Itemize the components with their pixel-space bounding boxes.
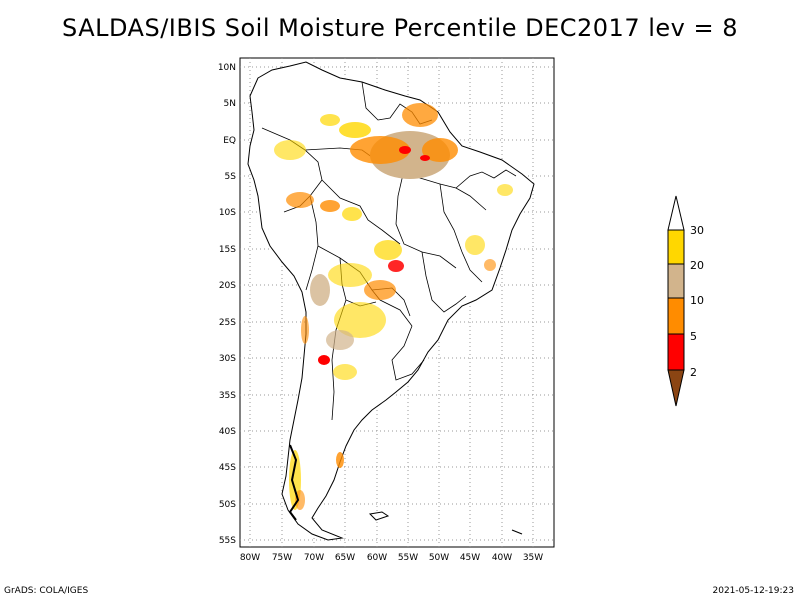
lat-label-5n: 5N [224, 99, 236, 109]
lat-label-30s: 30S [219, 354, 236, 364]
legend-label-10: 10 [690, 294, 704, 307]
lat-label-55s: 55S [219, 536, 236, 546]
lon-label-50w: 50W [429, 553, 449, 563]
footer-credit: GrADS: COLA/IGES [4, 586, 89, 596]
legend-top-arrow [667, 195, 685, 231]
lon-label-65w: 65W [335, 553, 355, 563]
lat-label-10n: 10N [218, 63, 236, 73]
legend-band-20 [667, 263, 685, 299]
legend-label-20: 20 [690, 259, 704, 272]
legend-label-2: 2 [690, 366, 697, 379]
lon-labels: 80W 75W 70W 65W 60W 55W 50W 45W 40W 35W [240, 553, 543, 563]
lat-label-eq: EQ [223, 136, 236, 146]
lon-label-45w: 45W [460, 553, 480, 563]
southern-coast-islands [288, 444, 300, 521]
legend-label-5: 5 [690, 330, 697, 343]
lat-label-25s: 25S [219, 318, 236, 328]
lat-label-10s: 10S [219, 208, 236, 218]
colorbar-legend: 30 20 10 5 2 [667, 195, 704, 407]
lat-label-15s: 15S [219, 245, 236, 255]
lon-label-70w: 70W [304, 553, 324, 563]
south-america-outline [247, 61, 535, 541]
lat-label-40s: 40S [219, 427, 236, 437]
soil-moisture-field [274, 103, 513, 510]
lat-label-45s: 45S [219, 463, 236, 473]
legend-label-30: 30 [690, 224, 704, 237]
lat-label-50s: 50S [219, 500, 236, 510]
falkland-islands [368, 511, 390, 521]
lon-label-75w: 75W [272, 553, 292, 563]
lon-label-60w: 60W [367, 553, 387, 563]
lat-labels: 10N 5N EQ 5S 10S 15S 20S 25S 30S 35S 40S… [218, 63, 236, 546]
lat-label-35s: 35S [219, 391, 236, 401]
lon-label-55w: 55W [398, 553, 418, 563]
lon-label-80w: 80W [240, 553, 260, 563]
legend-band-30 [667, 229, 685, 265]
footer-timestamp: 2021-05-12-19:23 [712, 586, 795, 596]
lat-label-20s: 20S [219, 281, 236, 291]
lon-label-35w: 35W [523, 553, 543, 563]
legend-bottom-arrow [667, 369, 685, 407]
lon-label-40w: 40W [492, 553, 512, 563]
south-georgia [511, 529, 523, 535]
legend-band-10 [667, 297, 685, 335]
legend-band-5 [667, 333, 685, 371]
lat-label-5s: 5S [225, 172, 237, 182]
map-title: SALDAS/IBIS Soil Moisture Percentile DEC… [62, 14, 738, 42]
